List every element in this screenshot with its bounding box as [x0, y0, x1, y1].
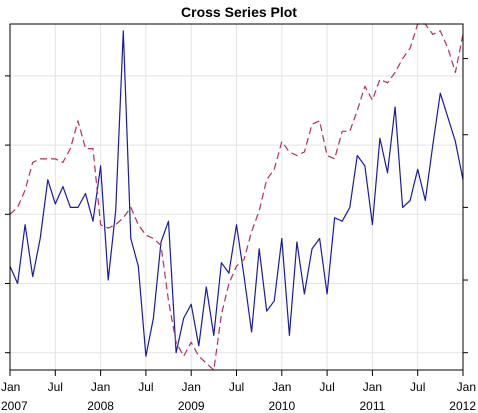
x-tick-label: Jul	[319, 380, 334, 394]
series-line-solid	[9, 30, 464, 357]
x-tick-label: Jan	[91, 380, 110, 394]
x-tick-label-year: 2007	[1, 399, 28, 413]
series-line-dashed	[9, 23, 464, 371]
series-layer	[9, 23, 464, 371]
x-tick-label-year: 2011	[359, 399, 385, 413]
x-tick-label: Jan	[182, 380, 201, 394]
x-tick-label-year: 2010	[268, 399, 295, 413]
grid-layer	[9, 24, 464, 370]
x-tick-label-year: 2009	[178, 399, 205, 413]
x-tick-label: Jul	[138, 380, 153, 394]
x-tick-label: Jan	[457, 380, 476, 394]
x-tick-label-year: 2012	[449, 399, 476, 413]
x-tick-label: Jul	[410, 380, 425, 394]
x-tick-label: Jul	[48, 380, 63, 394]
x-tick-label: Jan	[272, 380, 291, 394]
x-tick-label-year: 2008	[87, 399, 114, 413]
axis-layer: Jan 2007 Jul Jan 2008 Jul Jan 2009 Jul Jan 2010 Jul…	[1, 58, 476, 413]
chart-title: Cross Series Plot	[181, 4, 297, 20]
x-tick-label: Jan	[1, 380, 20, 394]
x-tick-label: Jan	[363, 380, 382, 394]
x-tick-label: Jul	[229, 380, 244, 394]
